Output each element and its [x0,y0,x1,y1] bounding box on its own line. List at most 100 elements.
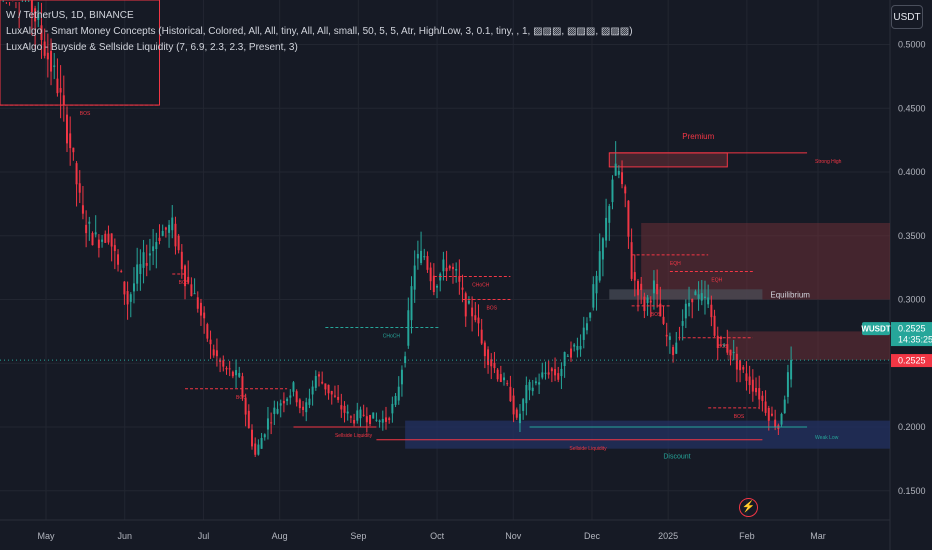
x-tick-label: Dec [584,531,601,541]
candle-body [139,264,141,274]
candle-body [554,369,556,375]
candle-body [289,395,291,397]
candle-body [372,412,374,418]
structure-label: CHoCH [383,334,401,340]
currency-button[interactable]: USDT [891,5,923,29]
candle-body [714,316,716,336]
candle-body [557,373,559,380]
zone-label-premium: Premium [682,132,714,141]
x-tick-label: May [37,531,55,541]
candle-body [634,272,636,280]
candle-body [758,388,760,399]
candle-body [522,399,524,411]
candle-body [194,293,196,294]
indicator-smc-line[interactable]: LuxAlgo - Smart Money Concepts (Historic… [6,24,633,40]
candle-body [248,411,250,428]
candle-body [682,321,684,326]
candle-body [178,236,180,250]
candle-body [506,383,508,384]
price-badge-countdown: 14:35:25 [898,335,932,345]
y-tick-label: 0.5000 [898,40,926,50]
candle-body [88,222,90,224]
candle-body [222,360,224,366]
structure-label: BOS [651,312,662,318]
candle-body [624,187,626,194]
indicator-liquidity-line[interactable]: LuxAlgo - Buyside & Sellside Liquidity (… [6,40,633,56]
candle-body [347,412,349,414]
candle-body [117,254,119,264]
candle-body [388,418,390,420]
candle-body [592,284,594,307]
candle-body [468,301,470,304]
candle-body [627,201,629,237]
candle-body [369,415,371,424]
candle-body [107,234,109,243]
candle-body [602,238,604,259]
candle-body [95,232,97,234]
candle-body [206,324,208,339]
candle-body [675,343,677,354]
candle-body [666,335,668,337]
candle-body [69,133,71,148]
candle-body [308,399,310,405]
candle-body [232,372,234,377]
x-tick-label: Oct [430,531,445,541]
candle-body [254,444,256,455]
candle-body [174,224,176,247]
candle-body [353,420,355,423]
candle-body [771,414,773,416]
candle-body [292,382,294,392]
candle-body [474,315,476,320]
candle-body [656,284,658,294]
y-tick-label: 0.1500 [898,486,926,496]
candle-body [586,323,588,330]
lightning-icon[interactable]: ⚡ [739,498,758,517]
candle-body [267,418,269,429]
candle-body [478,318,480,324]
candle-body [465,293,467,316]
candle-body [509,387,511,401]
candle-body [66,115,68,144]
candle-body [277,409,279,414]
structure-label: BOS [718,344,729,350]
structure-label: BOS [179,280,190,286]
candle-body [391,404,393,413]
candle-body [321,382,323,384]
candle-body [605,218,607,241]
candle-body [340,405,342,409]
candle-body [462,288,464,290]
candle-body [493,363,495,368]
candle-body [213,349,215,355]
candle-body [647,297,649,303]
candle-body [111,233,113,246]
price-badge-value: 0.2525 [898,324,926,334]
candle-body [580,346,582,349]
candle-body [669,336,671,340]
candle-body [497,370,499,380]
candle-body [449,266,451,268]
symbol-line[interactable]: W / TetherUS, 1D, BINANCE [6,8,633,24]
candle-body [672,347,674,355]
candle-body [551,368,553,371]
candle-body [312,387,314,395]
candle-body [752,380,754,392]
candle-body [749,376,751,385]
candle-body [101,240,103,242]
candle-body [564,352,566,366]
candle-body [235,370,237,375]
candle-body [331,391,333,394]
candle-body [197,297,199,308]
x-tick-label: Nov [505,531,522,541]
candle-body [190,284,192,296]
candle-body [685,304,687,319]
candle-body [442,260,444,272]
candle-body [133,283,135,291]
candle-body [650,301,652,303]
zone-block-3 [727,331,890,360]
candle-body [643,297,645,311]
candle-body [155,242,157,249]
candle-body [621,172,623,184]
candle-body [200,303,202,316]
candle-body [79,183,81,192]
